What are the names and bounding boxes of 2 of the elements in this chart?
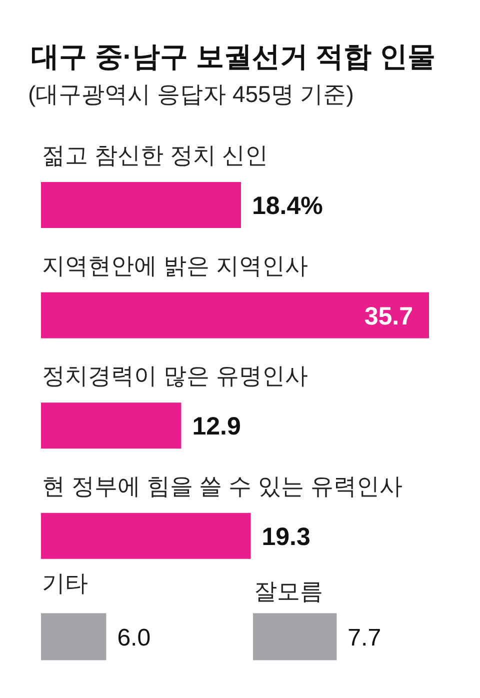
subtitle: (대구광역시 응답자 455명 기준): [28, 81, 354, 107]
title: 대구 중·남구 보궐선거 적합 인물: [31, 41, 436, 72]
